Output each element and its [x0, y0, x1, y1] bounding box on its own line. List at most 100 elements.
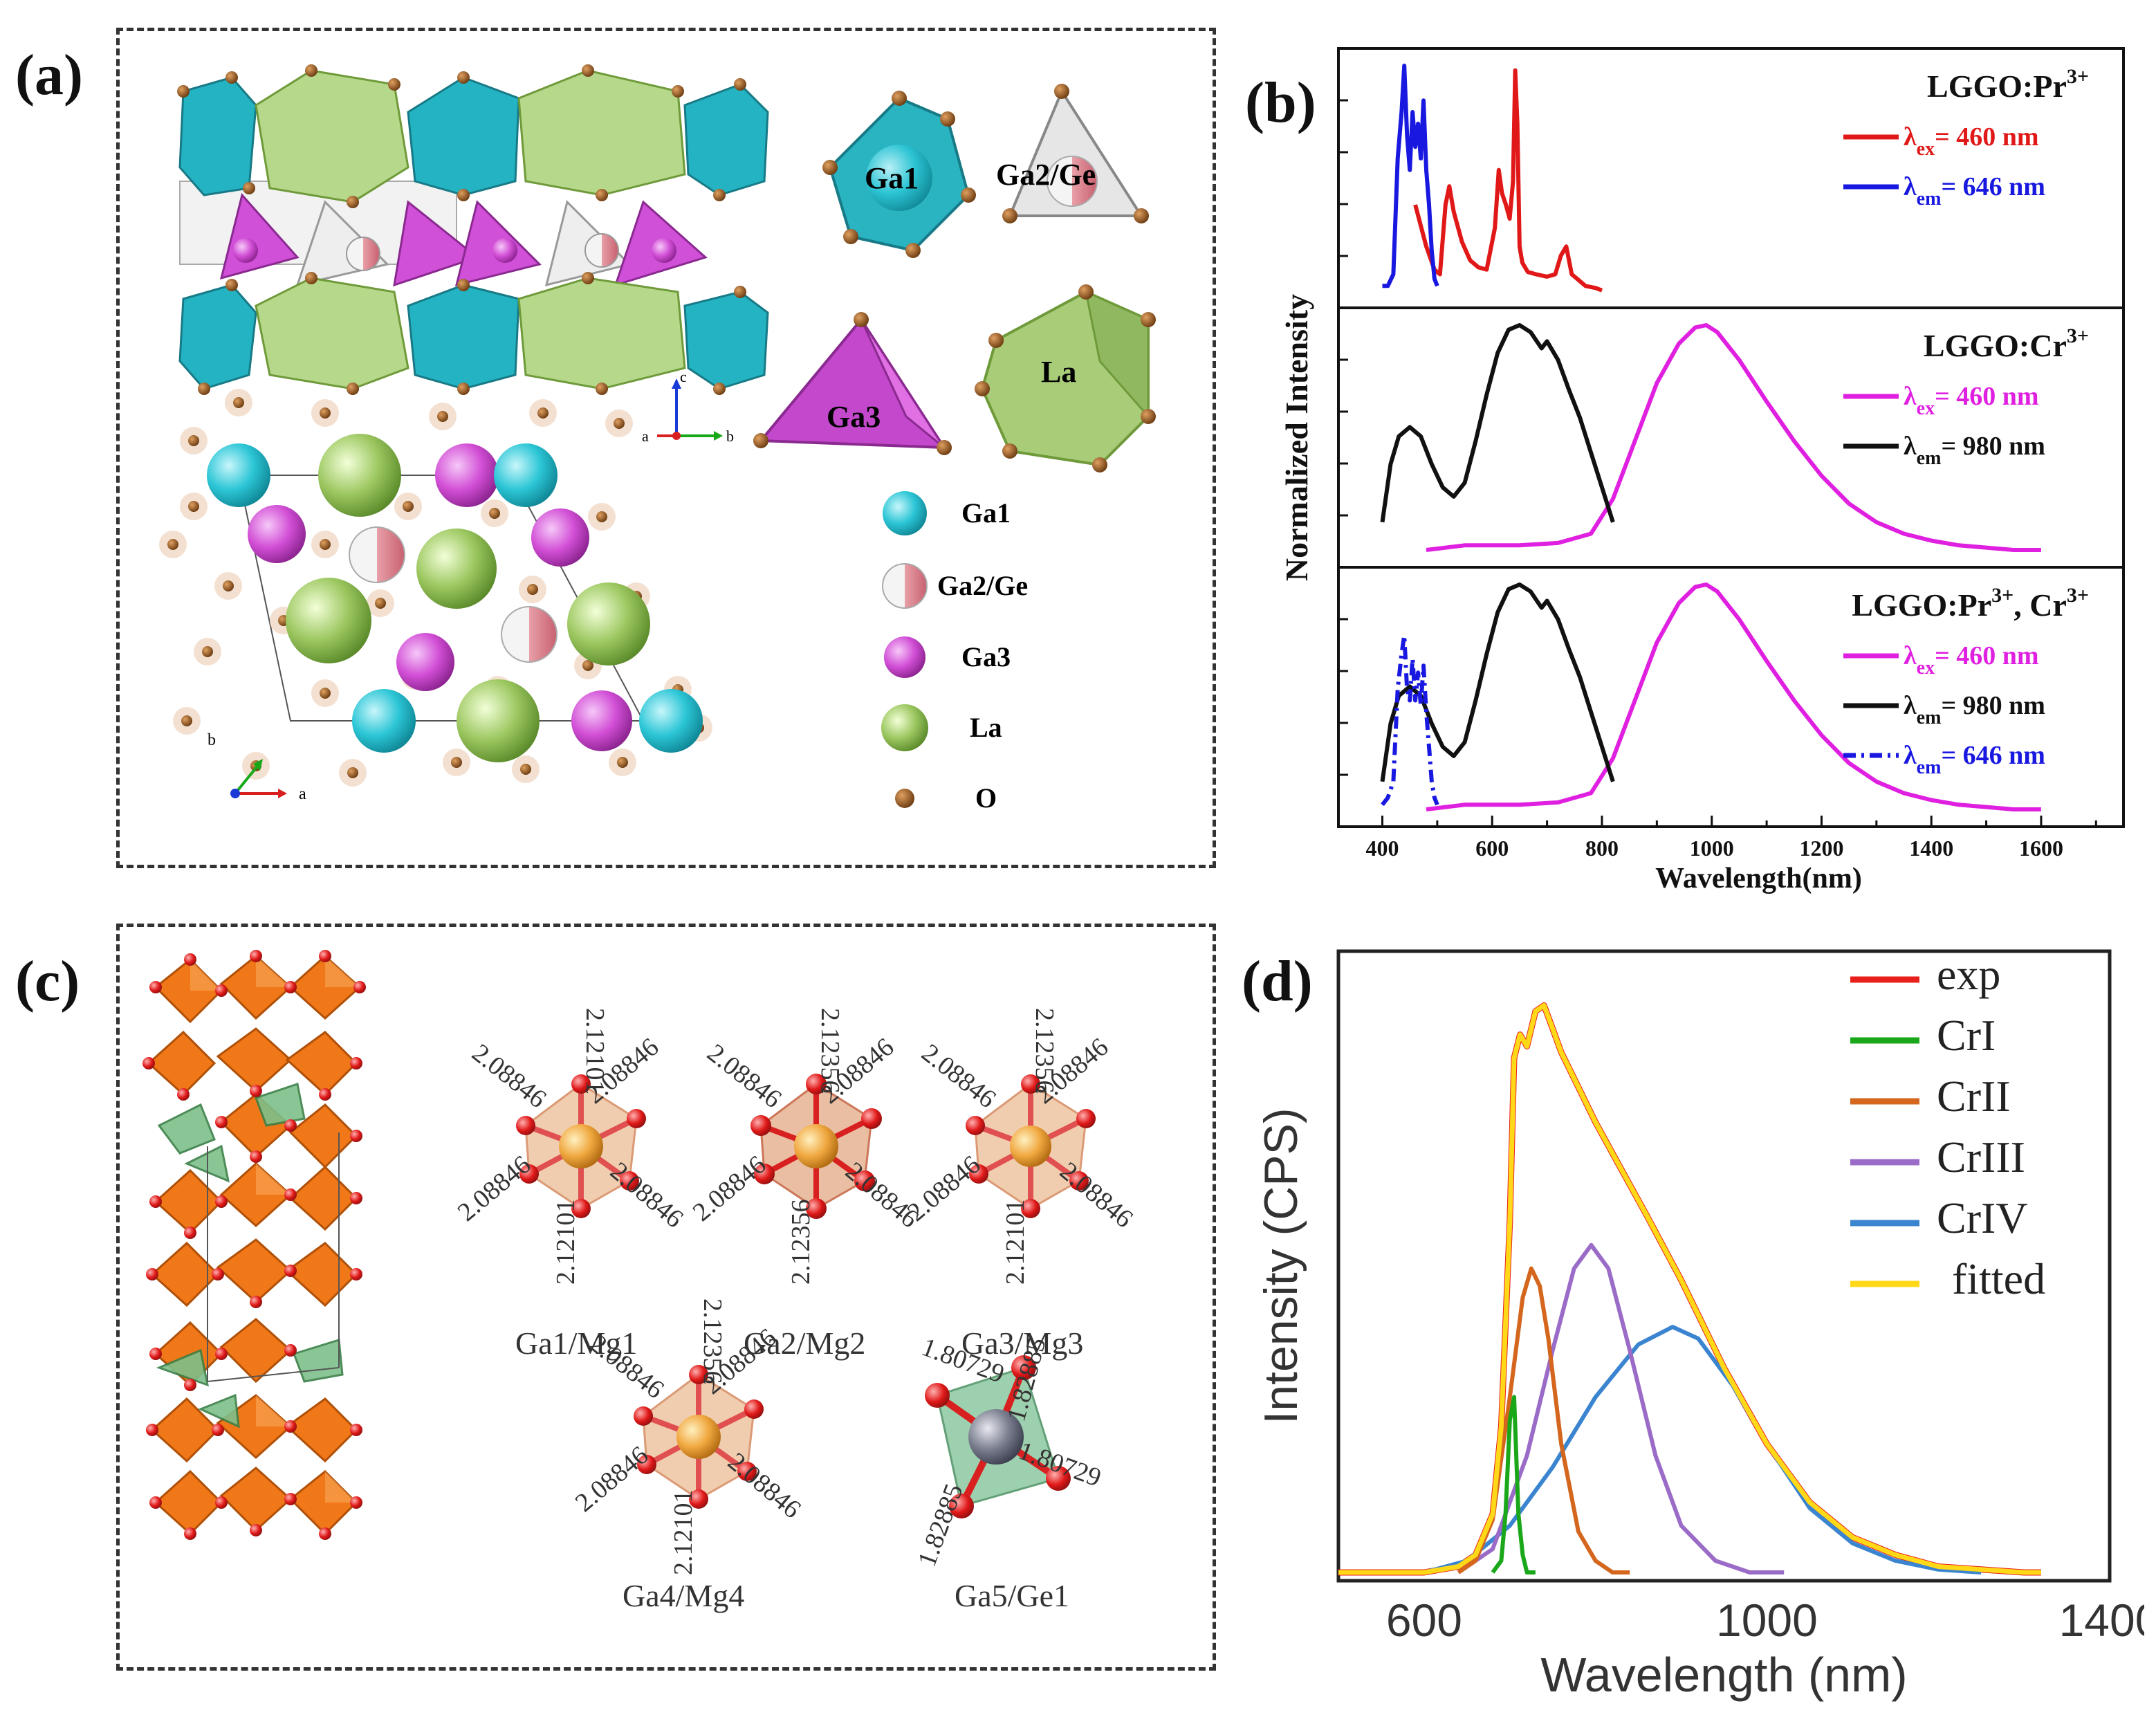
series-line-1-1 — [1413, 68, 1603, 293]
svg-text:Ga2/Ge: Ga2/Ge — [937, 570, 1028, 601]
panel-b-label: (b) — [1245, 71, 1316, 135]
legend-label: λem= 980 nm — [1904, 691, 2045, 728]
x-tick-label: 1600 — [2019, 836, 2063, 861]
legend-label-criii: CrIII — [1937, 1132, 2025, 1182]
panel-d-chart: exp CrI CrII CrIII CrIV fitted 600 1000 1400 Wave… — [1255, 949, 2144, 1702]
legend-item-ga3: Ga3 — [884, 636, 1011, 678]
site-label-ga4-mg4: Ga4/Mg4 — [623, 1578, 744, 1613]
svg-text:2.12101: 2.12101 — [551, 1200, 580, 1285]
polyhedron-la: La — [975, 284, 1156, 472]
x-tick-label: 1400 — [1909, 836, 1953, 861]
legend-label: λex= 460 nm — [1904, 641, 2039, 679]
panel-b-frame — [1337, 47, 2125, 828]
legend-label-fitted: fitted — [1952, 1254, 2045, 1303]
svg-text:2.12101: 2.12101 — [1001, 1200, 1030, 1285]
polyhedron-ga3: Ga3 — [753, 312, 952, 455]
legend-label: λem= 646 nm — [1904, 741, 2045, 778]
svg-text:2.12101: 2.12101 — [669, 1490, 698, 1576]
panel-d-series — [1338, 1002, 2041, 1576]
svg-text:2.08846: 2.08846 — [722, 1447, 807, 1525]
panel-d-label: (d) — [1242, 949, 1313, 1013]
poly-label-la: La — [1041, 355, 1076, 389]
svg-text:2.08846: 2.08846 — [605, 1157, 689, 1234]
legend-item-ga2ge: Ga2/Ge — [882, 563, 1028, 609]
series-line-2-2 — [1380, 323, 1615, 523]
polyhedron-ga1: Ga1 — [822, 91, 976, 258]
legend-label-exp: exp — [1937, 950, 2000, 999]
panel-b-chart: LGGO:Pr3+ λex= 460 nm λem= 646 nm LGGO:Cr3+… — [1279, 47, 2125, 894]
axis-a-top: a — [642, 428, 649, 445]
subplot-2: LGGO:Cr3+ λex= 460 nm λem= 980 nm — [1380, 323, 2089, 552]
svg-text:2.08846: 2.08846 — [701, 1038, 786, 1114]
svg-text:2.08846: 2.08846 — [688, 1150, 772, 1227]
legend-label-cri: CrI — [1937, 1011, 1996, 1060]
panel-a-frame — [116, 28, 1216, 868]
axes-triad-bottom: b a — [208, 731, 306, 803]
svg-text:Ga3: Ga3 — [961, 641, 1011, 672]
subplot-title: LGGO:Cr3+ — [1924, 324, 2089, 363]
panel-a-structure: c a b Ga1 Ga2/Ge Ga3 La — [159, 64, 1156, 814]
series-line-criv — [1423, 1325, 1982, 1574]
x-tick-label: 1000 — [1690, 836, 1734, 861]
x-tick-label: 400 — [1365, 836, 1399, 861]
svg-text:2.12356: 2.12356 — [1030, 1008, 1059, 1094]
subplot-3: LGGO:Pr3+, Cr3+ λex= 460 nm λem= 980 nm λem… — [1380, 582, 2089, 811]
legend-item-la: La — [881, 704, 1002, 751]
x-tick-label: 1000 — [1716, 1595, 1818, 1646]
atom-legend: Ga1 Ga2/Ge Ga3 La O — [881, 491, 1028, 814]
polyhedron-ga2ge: Ga2/Ge — [996, 84, 1149, 223]
stacked-octahedra — [142, 950, 366, 1540]
legend-label: λem= 980 nm — [1904, 432, 2045, 469]
site-label-ga1-mg1: Ga1/Mg1 — [515, 1325, 637, 1361]
legend-item-o: O — [895, 782, 997, 814]
x-tick-label: 1200 — [1799, 836, 1843, 861]
svg-text:2.08846: 2.08846 — [452, 1150, 537, 1227]
svg-text:O: O — [975, 782, 997, 814]
subplot-title: LGGO:Pr3+, Cr3+ — [1852, 584, 2089, 623]
svg-text:2.12356: 2.12356 — [698, 1298, 727, 1384]
site-ga3-mg3: 2.12356 2.08846 2.08846 2.08846 2.08846 … — [902, 1008, 1139, 1361]
x-tick-label: 600 — [1386, 1595, 1462, 1646]
x-axis-title: Wavelength (nm) — [1540, 1648, 1907, 1702]
poly-label-ga3: Ga3 — [827, 400, 881, 434]
svg-text:2.08846: 2.08846 — [916, 1038, 1001, 1114]
panel-d-frame — [1336, 949, 2112, 1583]
x-tick-label: 600 — [1475, 836, 1509, 861]
axis-c-top: c — [680, 368, 687, 385]
series-line-3-3 — [1381, 633, 1439, 807]
x-tick-label: 800 — [1585, 836, 1619, 861]
panel-c-label: (c) — [15, 949, 80, 1013]
y-axis-title: Intensity (CPS) — [1255, 1108, 1307, 1424]
y-axis-title: Normalized Intensity — [1279, 294, 1314, 581]
x-axis-title: Wavelength(nm) — [1655, 863, 1862, 894]
poly-label-ga1: Ga1 — [865, 161, 919, 195]
series-line-3-2 — [1380, 582, 1615, 782]
subplot-1: LGGO:Pr3+ λex= 460 nm λem= 646 nm — [1382, 64, 2089, 293]
svg-text:2.08846: 2.08846 — [570, 1440, 654, 1518]
site-ga1-mg1: 2.12101 2.08846 2.08846 2.08846 2.08846 … — [452, 1008, 689, 1361]
legend-label-crii: CrII — [1937, 1072, 2011, 1121]
svg-text:1.82885: 1.82885 — [912, 1480, 969, 1570]
axis-b-bottom: b — [208, 731, 216, 749]
legend-label: λex= 460 nm — [1904, 122, 2039, 160]
svg-text:2.12101: 2.12101 — [580, 1008, 609, 1094]
legend-label: λem= 646 nm — [1904, 172, 2045, 210]
site-ga5-ge1: 1.80729 1.82885 1.80729 1.82885 Ga5/Ge1 — [912, 1332, 1105, 1613]
axis-a-bottom: a — [299, 785, 306, 803]
site-label-ga3-mg3: Ga3/Mg3 — [961, 1325, 1083, 1361]
panel-c-frame — [116, 924, 1216, 1671]
series-line-criii — [1457, 1242, 1785, 1574]
svg-text:2.08846: 2.08846 — [466, 1038, 551, 1114]
subplot-title: LGGO:Pr3+ — [1927, 65, 2089, 104]
panel-a-label: (a) — [15, 43, 83, 107]
svg-text:2.08846: 2.08846 — [902, 1150, 986, 1227]
axis-b-top: b — [726, 428, 734, 445]
series-line-1-2 — [1382, 64, 1439, 288]
svg-text:La: La — [970, 712, 1002, 743]
series-line-2-1 — [1426, 323, 2041, 552]
legend-item-ga1: Ga1 — [883, 491, 1011, 535]
site-ga4-mg4: 2.12356 2.08846 2.08846 2.08846 2.08846 … — [570, 1298, 807, 1613]
poly-label-ga2ge: Ga2/Ge — [996, 158, 1096, 192]
svg-text:2.08846: 2.08846 — [840, 1157, 924, 1234]
